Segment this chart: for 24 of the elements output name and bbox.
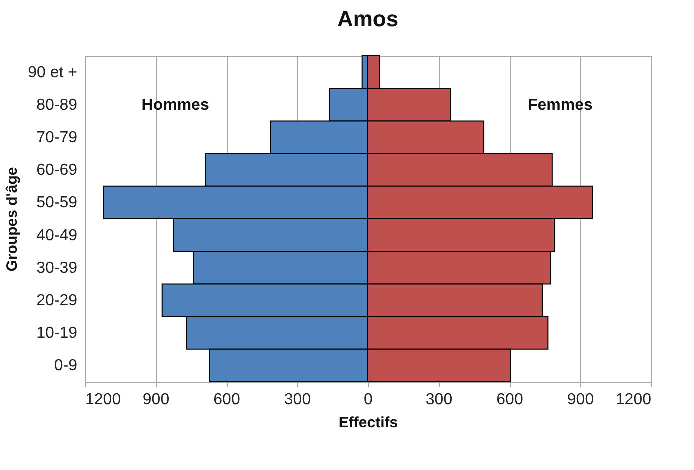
x-axis-title: Effectifs — [338, 414, 398, 432]
y-tick-label: 20-29 — [36, 292, 78, 310]
x-tick-label: 300 — [284, 392, 312, 408]
x-tick-label: 1200 — [86, 392, 122, 408]
y-axis-title: Groupes d'âge — [4, 167, 22, 272]
x-tick-label: 300 — [426, 392, 453, 408]
x-tick-label: 0 — [364, 392, 374, 408]
y-tick-label: 10-19 — [36, 325, 78, 342]
x-tick-label: 1200 — [616, 392, 652, 408]
y-tick-label: 80-89 — [36, 96, 78, 114]
x-tick-label: 600 — [214, 392, 240, 408]
y-tick-label: 50-59 — [36, 194, 78, 212]
y-tick-label: 40-49 — [36, 227, 78, 244]
y-tick-label: 60-69 — [36, 162, 78, 180]
text: Femmes — [528, 96, 594, 114]
x-tick-label: 600 — [496, 392, 524, 408]
y-tick-label: 30-39 — [36, 260, 78, 277]
x-tick-label: 900 — [142, 392, 170, 408]
x-tick-label: 900 — [567, 392, 594, 408]
text: Hommes — [142, 96, 210, 114]
y-tick-label: 90 et + — [28, 64, 78, 82]
chart-title: Amos — [337, 6, 399, 32]
y-tick-label: 70-79 — [36, 130, 78, 146]
y-tick-label: 0-9 — [54, 358, 78, 375]
